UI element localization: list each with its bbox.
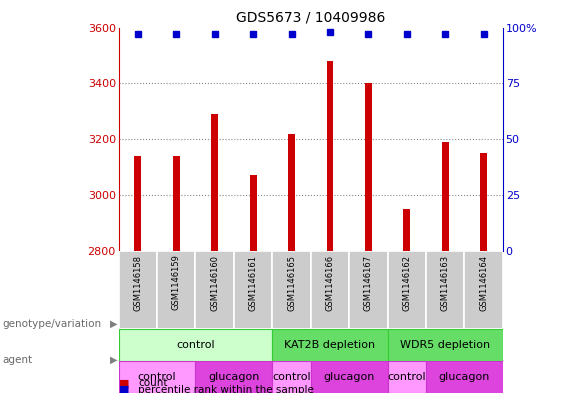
Bar	[327, 61, 333, 251]
Bar	[311, 361, 388, 393]
Bar	[211, 114, 218, 251]
Bar	[349, 251, 388, 329]
Bar	[195, 251, 234, 329]
Bar	[195, 361, 272, 393]
Bar	[157, 251, 195, 329]
Text: genotype/variation: genotype/variation	[3, 319, 102, 329]
Text: count: count	[138, 378, 168, 388]
Text: ■: ■	[119, 385, 129, 393]
Bar	[119, 329, 272, 361]
Bar	[311, 251, 349, 329]
Text: GSM1146166: GSM1146166	[325, 255, 334, 311]
Text: control: control	[176, 340, 215, 350]
Bar	[388, 361, 426, 393]
Bar	[388, 251, 426, 329]
Text: glucagon: glucagon	[208, 372, 259, 382]
Bar	[272, 329, 388, 361]
Bar	[442, 142, 449, 251]
Bar	[173, 156, 180, 251]
Text: percentile rank within the sample: percentile rank within the sample	[138, 385, 314, 393]
Bar	[234, 251, 272, 329]
Text: control: control	[388, 372, 426, 382]
Bar	[119, 251, 157, 329]
Bar	[272, 251, 311, 329]
Bar	[119, 361, 195, 393]
Text: WDR5 depletion: WDR5 depletion	[400, 340, 490, 350]
Bar	[250, 175, 257, 251]
Bar	[272, 361, 311, 393]
Bar	[134, 156, 141, 251]
Text: GSM1146167: GSM1146167	[364, 255, 373, 311]
Text: ▶: ▶	[110, 354, 118, 365]
Text: ▶: ▶	[110, 319, 118, 329]
Text: GSM1146160: GSM1146160	[210, 255, 219, 310]
Text: GSM1146165: GSM1146165	[287, 255, 296, 310]
Title: GDS5673 / 10409986: GDS5673 / 10409986	[236, 11, 385, 25]
Text: glucagon: glucagon	[439, 372, 490, 382]
Bar	[480, 153, 487, 251]
Text: GSM1146159: GSM1146159	[172, 255, 181, 310]
Text: GSM1146163: GSM1146163	[441, 255, 450, 311]
Bar	[365, 83, 372, 251]
Text: KAT2B depletion: KAT2B depletion	[284, 340, 376, 350]
Text: control: control	[138, 372, 176, 382]
Bar	[288, 134, 295, 251]
Text: GSM1146162: GSM1146162	[402, 255, 411, 310]
Text: GSM1146158: GSM1146158	[133, 255, 142, 310]
Text: GSM1146161: GSM1146161	[249, 255, 258, 310]
Text: glucagon: glucagon	[324, 372, 375, 382]
Text: control: control	[272, 372, 311, 382]
Text: agent: agent	[3, 354, 33, 365]
Bar	[426, 251, 464, 329]
Bar	[464, 251, 503, 329]
Text: ■: ■	[119, 378, 129, 388]
Bar	[426, 361, 503, 393]
Bar	[403, 209, 410, 251]
Bar	[388, 329, 503, 361]
Text: GSM1146164: GSM1146164	[479, 255, 488, 310]
